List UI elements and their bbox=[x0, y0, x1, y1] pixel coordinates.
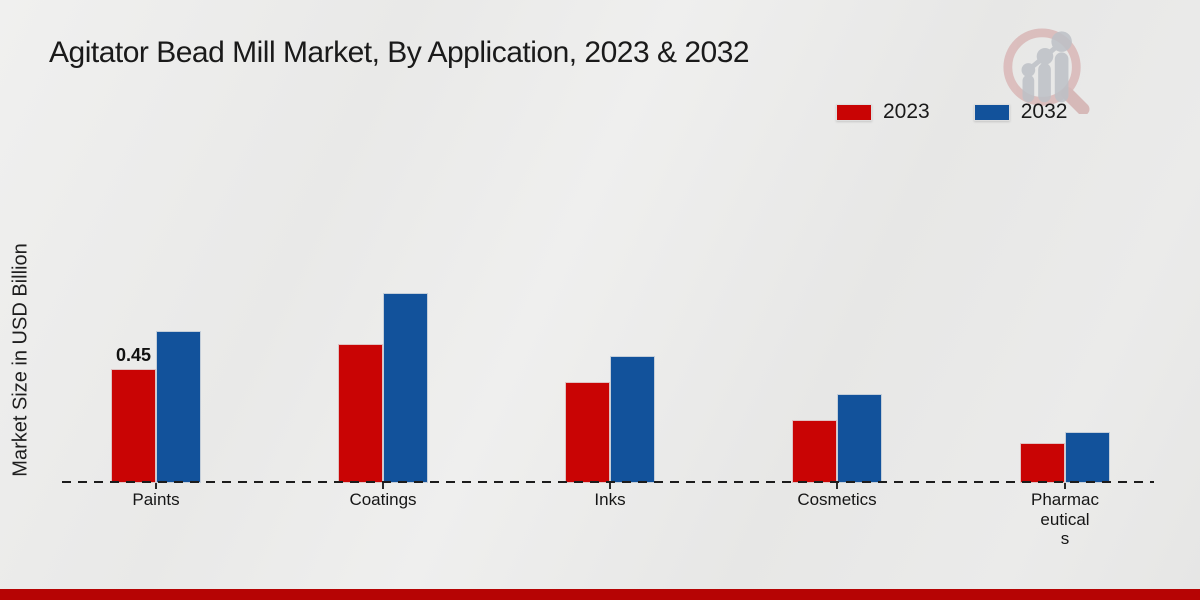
bar-2023-pharmaceuticals bbox=[1020, 443, 1065, 483]
bar-2032-inks bbox=[610, 356, 655, 483]
x-axis-baseline bbox=[62, 481, 1154, 483]
bar-2032-coatings bbox=[383, 293, 428, 483]
brand-logo bbox=[995, 26, 1095, 116]
category-label-pharmaceuticals: Pharmac eutical s bbox=[1030, 490, 1100, 548]
legend-label-2032: 2032 bbox=[1020, 100, 1068, 123]
bar-2023-inks bbox=[565, 382, 610, 483]
bar-2032-pharmaceuticals bbox=[1065, 432, 1110, 483]
x-axis-tick bbox=[1064, 483, 1066, 489]
category-label-inks: Inks bbox=[594, 490, 626, 509]
bar-2032-paints bbox=[156, 331, 201, 483]
bar-2023-cosmetics bbox=[792, 420, 837, 483]
magnifier-bar-chart-icon bbox=[1003, 28, 1090, 116]
x-axis-tick bbox=[836, 483, 838, 489]
bar-2023-paints bbox=[111, 369, 156, 483]
category-label-coatings: Coatings bbox=[349, 490, 417, 509]
footer-red-bar bbox=[0, 589, 1200, 600]
bar-2032-cosmetics bbox=[837, 394, 882, 483]
x-axis-tick bbox=[155, 483, 157, 489]
bar-2023-coatings bbox=[338, 344, 383, 483]
legend: 2023 2032 bbox=[836, 100, 1067, 124]
legend-swatch-2032-icon bbox=[973, 103, 1010, 121]
category-label-paints: Paints bbox=[132, 490, 180, 509]
legend-item-2032: 2032 bbox=[973, 100, 1068, 124]
x-axis-tick bbox=[382, 483, 384, 489]
data-label-paints: 0.45 bbox=[115, 345, 152, 365]
chart-title: Agitator Bead Mill Market, By Applicatio… bbox=[49, 36, 750, 69]
legend-label-2023: 2023 bbox=[883, 100, 930, 123]
x-axis-tick bbox=[609, 483, 611, 489]
category-label-cosmetics: Cosmetics bbox=[797, 490, 877, 509]
legend-swatch-2023-icon bbox=[836, 103, 872, 121]
legend-item-2023: 2023 bbox=[836, 100, 930, 124]
